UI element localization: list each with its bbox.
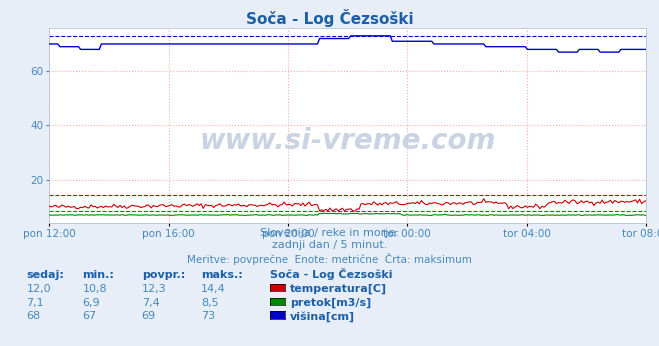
- Text: Slovenija / reke in morje.: Slovenija / reke in morje.: [260, 228, 399, 238]
- Text: 8,5: 8,5: [201, 298, 219, 308]
- Text: višina[cm]: višina[cm]: [290, 311, 355, 322]
- Text: 6,9: 6,9: [82, 298, 100, 308]
- Text: 7,4: 7,4: [142, 298, 159, 308]
- Text: 69: 69: [142, 311, 156, 321]
- Text: Soča - Log Čezsoški: Soča - Log Čezsoški: [270, 268, 393, 280]
- Text: sedaj:: sedaj:: [26, 270, 64, 280]
- Text: pretok[m3/s]: pretok[m3/s]: [290, 298, 371, 308]
- Text: povpr.:: povpr.:: [142, 270, 185, 280]
- Text: min.:: min.:: [82, 270, 114, 280]
- Text: 10,8: 10,8: [82, 284, 107, 294]
- Text: www.si-vreme.com: www.si-vreme.com: [200, 127, 496, 155]
- Text: 14,4: 14,4: [201, 284, 226, 294]
- Text: temperatura[C]: temperatura[C]: [290, 284, 387, 294]
- Text: 12,0: 12,0: [26, 284, 51, 294]
- Text: 73: 73: [201, 311, 215, 321]
- Text: maks.:: maks.:: [201, 270, 243, 280]
- Text: 7,1: 7,1: [26, 298, 44, 308]
- Text: Soča - Log Čezsoški: Soča - Log Čezsoški: [246, 9, 413, 27]
- Text: 67: 67: [82, 311, 96, 321]
- Text: 68: 68: [26, 311, 40, 321]
- Text: Meritve: povprečne  Enote: metrične  Črta: maksimum: Meritve: povprečne Enote: metrične Črta:…: [187, 253, 472, 265]
- Text: 12,3: 12,3: [142, 284, 166, 294]
- Text: zadnji dan / 5 minut.: zadnji dan / 5 minut.: [272, 240, 387, 251]
